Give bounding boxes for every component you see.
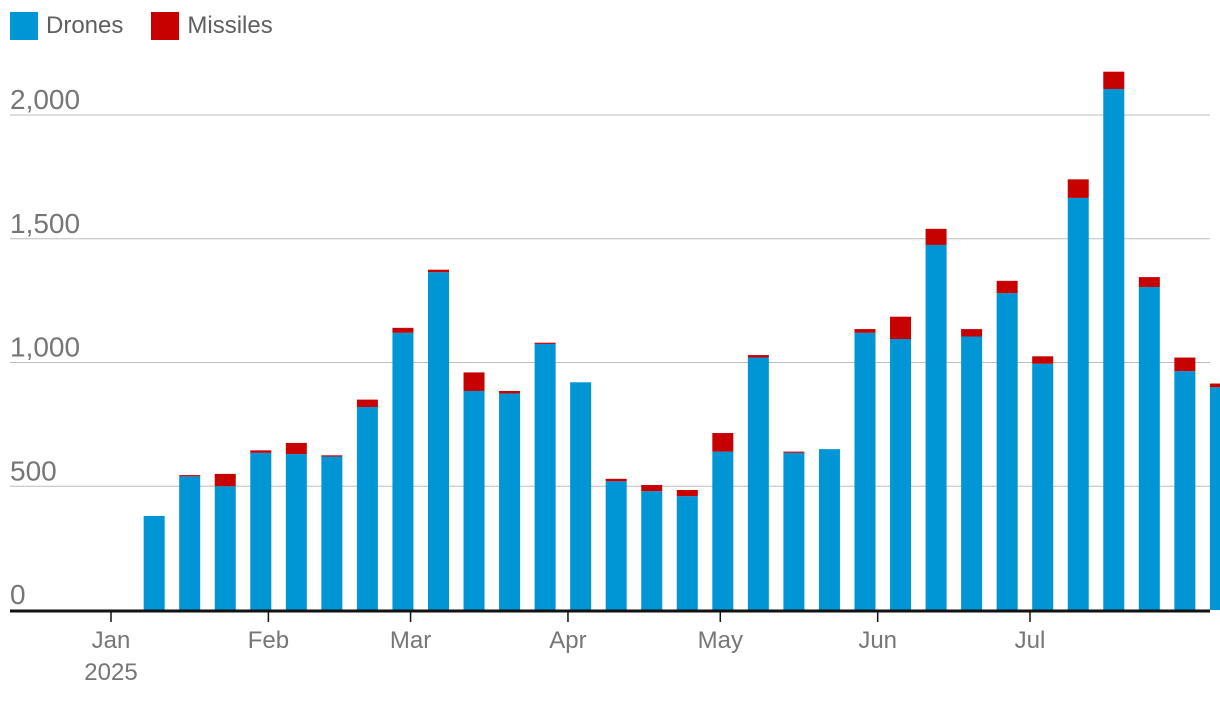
bar-missiles bbox=[925, 228, 947, 245]
bar-missiles bbox=[499, 390, 521, 394]
bar-drones bbox=[961, 336, 983, 610]
bar-drones bbox=[143, 515, 165, 610]
legend-swatch-missiles bbox=[151, 12, 180, 40]
bar-drones bbox=[605, 481, 627, 610]
bar-drones bbox=[818, 449, 840, 610]
bar-drones bbox=[783, 452, 805, 610]
bar-missiles bbox=[854, 329, 876, 333]
legend-label-missiles: Missiles bbox=[187, 12, 273, 39]
bar-drones bbox=[463, 390, 485, 610]
bar-missiles bbox=[783, 451, 805, 453]
chart-legend: Drones Missiles bbox=[10, 12, 301, 40]
y-axis-ticks: 0 500 1,000 1,500 2,000 bbox=[10, 84, 80, 610]
x-tick-label: Jun bbox=[858, 627, 897, 654]
bar-drones bbox=[1067, 197, 1089, 610]
legend-swatch-drones bbox=[10, 12, 38, 40]
bar-missiles bbox=[676, 489, 698, 497]
x-tick-label: Feb bbox=[248, 627, 289, 654]
bar-missiles bbox=[712, 433, 734, 452]
bar-missiles bbox=[1209, 383, 1220, 388]
bar-drones bbox=[321, 456, 343, 610]
bar-drones bbox=[499, 393, 521, 610]
x-tick-label: Mar bbox=[390, 627, 431, 654]
bar-drones bbox=[356, 407, 378, 610]
bar-missiles bbox=[641, 485, 663, 492]
bar-drones bbox=[1209, 387, 1220, 610]
bar-missiles bbox=[463, 372, 485, 391]
bar-drones bbox=[890, 338, 912, 610]
bar-drones bbox=[285, 454, 307, 610]
bars bbox=[143, 71, 1220, 610]
bar-missiles bbox=[285, 442, 307, 455]
bar-drones bbox=[179, 476, 201, 610]
y-tick-label: 500 bbox=[10, 455, 57, 486]
bar-missiles bbox=[890, 316, 912, 339]
legend-item-drones: Drones bbox=[10, 12, 123, 40]
bar-missiles bbox=[996, 280, 1018, 294]
bar-drones bbox=[427, 272, 449, 610]
bar-missiles bbox=[179, 475, 201, 477]
bar-drones bbox=[641, 491, 663, 610]
legend-item-missiles: Missiles bbox=[151, 12, 273, 40]
y-tick-label: 0 bbox=[10, 579, 26, 610]
bar-missiles bbox=[214, 473, 236, 487]
bar-missiles bbox=[1032, 356, 1054, 364]
gridlines bbox=[10, 114, 1210, 487]
bar-drones bbox=[854, 332, 876, 610]
x-axis-ticks: Jan Feb Mar Apr May Jun Jul 2025 bbox=[84, 612, 1045, 686]
y-tick-label: 2,000 bbox=[10, 84, 80, 115]
x-axis-year-label: 2025 bbox=[84, 659, 137, 686]
x-tick-label: May bbox=[698, 627, 743, 654]
bar-missiles bbox=[605, 478, 627, 482]
bar-missiles bbox=[1067, 179, 1089, 198]
bar-drones bbox=[1103, 89, 1125, 610]
bar-drones bbox=[676, 496, 698, 610]
bar-drones bbox=[712, 451, 734, 610]
x-tick-label: Jul bbox=[1015, 627, 1046, 654]
bar-missiles bbox=[961, 329, 983, 337]
bar-drones bbox=[925, 244, 947, 610]
bar-missiles bbox=[356, 399, 378, 408]
bar-drones bbox=[996, 293, 1018, 610]
bar-missiles bbox=[321, 455, 343, 457]
bar-missiles bbox=[1174, 357, 1196, 372]
legend-label-drones: Drones bbox=[46, 12, 124, 39]
bar-drones bbox=[1032, 363, 1054, 610]
bar-missiles bbox=[1103, 71, 1125, 90]
x-tick-label: Jan bbox=[92, 627, 131, 654]
bar-missiles bbox=[392, 327, 414, 333]
bar-missiles bbox=[747, 355, 769, 358]
y-tick-label: 1,500 bbox=[10, 208, 80, 239]
bar-missiles bbox=[427, 269, 449, 273]
bar-drones bbox=[392, 332, 414, 610]
x-tick-label: Apr bbox=[549, 627, 586, 654]
bar-drones bbox=[570, 382, 592, 610]
y-tick-label: 1,000 bbox=[10, 332, 80, 363]
bar-drones bbox=[534, 343, 556, 610]
bar-drones bbox=[1174, 371, 1196, 610]
bar-missiles bbox=[1138, 277, 1160, 288]
bar-missiles bbox=[250, 450, 272, 453]
bar-drones bbox=[747, 357, 769, 610]
bar-drones bbox=[250, 452, 272, 610]
bar-drones bbox=[214, 486, 236, 610]
bar-missiles bbox=[534, 342, 556, 344]
bar-drones bbox=[1138, 287, 1160, 610]
